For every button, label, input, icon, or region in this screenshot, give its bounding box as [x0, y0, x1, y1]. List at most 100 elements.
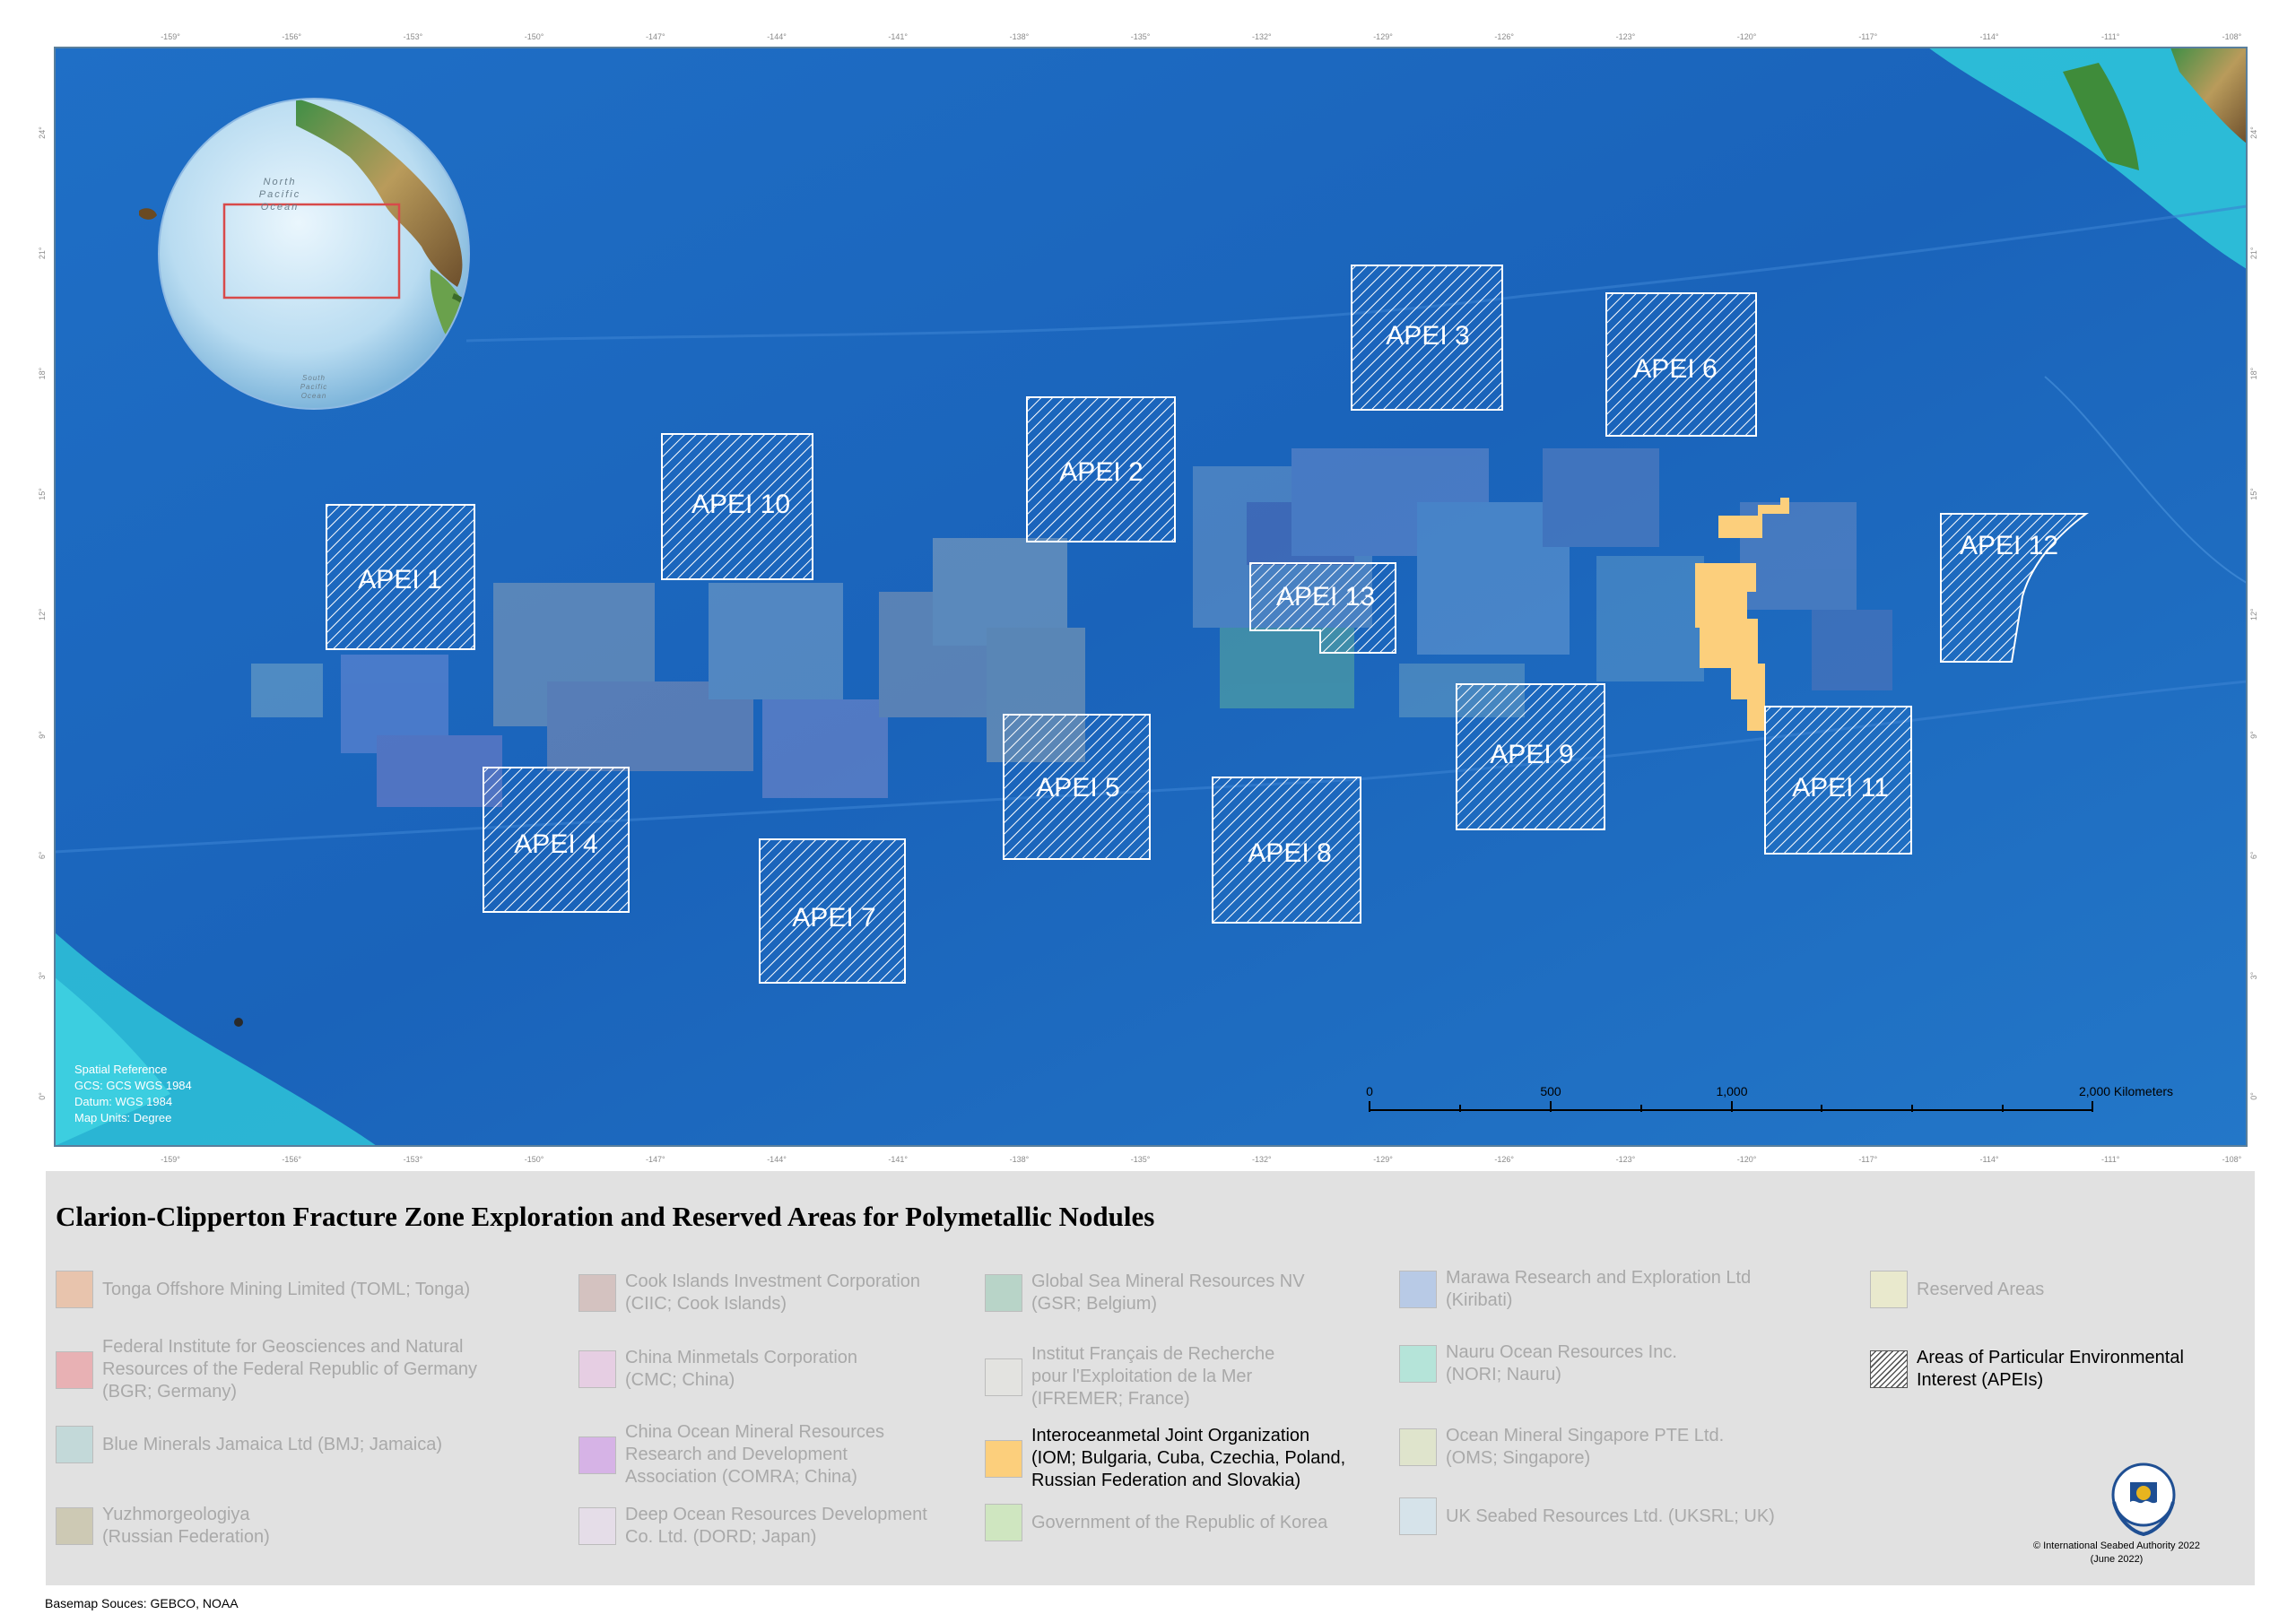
apei-12-area[interactable]	[1940, 513, 2089, 663]
legend-swatch	[985, 1274, 1022, 1312]
apei-2-area[interactable]	[1026, 396, 1176, 542]
longitude-label: -159°	[161, 1155, 180, 1164]
legend-label: Nauru Ocean Resources Inc. (NORI; Nauru)	[1446, 1342, 1677, 1384]
apei-13-area[interactable]	[1249, 562, 1396, 654]
apei-label: APEI 8	[1248, 838, 1331, 868]
apei-13[interactable]: APEI 13	[1249, 562, 1396, 654]
legend-item: Nauru Ocean Resources Inc. (NORI; Nauru)	[1399, 1341, 1677, 1386]
latitude-label: 18°	[38, 367, 47, 379]
legend-item: China Ocean Mineral Resources Research a…	[578, 1421, 884, 1488]
apei-2[interactable]: APEI 2	[1026, 396, 1176, 542]
longitude-label: -144°	[767, 32, 787, 41]
apei-9[interactable]: APEI 9	[1456, 683, 1605, 830]
legend-item: UK Seabed Resources Ltd. (UKSRL; UK)	[1399, 1497, 1775, 1535]
latitude-labels-left: 24° 21° 18° 15° 12° 9° 6° 3° 0°	[38, 126, 47, 1100]
legend-swatch	[985, 1358, 1022, 1396]
latitude-label: 24°	[2249, 126, 2258, 139]
apei-6-area[interactable]	[1605, 292, 1757, 437]
apei-7-area[interactable]	[759, 838, 906, 984]
legend-label: Institut Français de Recherche pour l'Ex…	[1031, 1344, 1275, 1409]
apei-3[interactable]: APEI 3	[1351, 265, 1503, 411]
seal-laurel	[2112, 1501, 2175, 1537]
latitude-label: 0°	[38, 1092, 47, 1100]
latitude-label: 12°	[2249, 608, 2258, 621]
apei-1-area[interactable]	[326, 504, 475, 650]
north-america-landmass	[296, 100, 463, 287]
legend-label: Areas of Particular Environmental Intere…	[1917, 1348, 2184, 1390]
apei-5-area[interactable]	[1003, 714, 1151, 860]
globe-label-south-2: Pacific	[300, 383, 328, 391]
longitude-label: -117°	[1858, 1155, 1877, 1164]
seal-sun	[2136, 1486, 2151, 1500]
globe-label-north-1: North	[264, 177, 297, 187]
apei-9-area[interactable]	[1456, 683, 1605, 830]
latitude-label: 9°	[2249, 731, 2258, 739]
apei-11[interactable]: APEI 11	[1764, 706, 1912, 855]
latitude-label: 3°	[2249, 971, 2258, 979]
spatial-reference-line: Map Units: Degree	[74, 1111, 171, 1124]
apei-label: APEI 11	[1792, 773, 1889, 803]
apei-7[interactable]: APEI 7	[759, 838, 906, 984]
longitude-label: -129°	[1373, 1155, 1393, 1164]
contract-area-ifremer	[1596, 556, 1704, 681]
longitude-label: -108°	[2222, 1155, 2242, 1164]
scale-bar: 0 500 1,000 2,000 Kilometers	[1366, 1084, 2173, 1112]
apei-4-area[interactable]	[483, 767, 630, 913]
apei-11-area[interactable]	[1764, 706, 1912, 855]
apei-8[interactable]: APEI 8	[1212, 777, 1361, 924]
apei-10-area[interactable]	[661, 433, 813, 580]
legend-item: Marawa Research and Exploration Ltd (Kir…	[1399, 1267, 1751, 1312]
scale-label: 500	[1540, 1084, 1561, 1098]
latitude-label: 0°	[2249, 1092, 2258, 1100]
scale-label: 2,000 Kilometers	[2079, 1084, 2173, 1098]
apei-5[interactable]: APEI 5	[1003, 714, 1151, 860]
apei-label: APEI 12	[1960, 531, 2058, 560]
mexico-mainland	[2170, 48, 2247, 143]
legend-item: Institut Français de Recherche pour l'Ex…	[985, 1343, 1274, 1410]
legend-item: Deep Ocean Resources Development Co. Ltd…	[578, 1504, 927, 1549]
longitude-label: -132°	[1252, 1155, 1272, 1164]
longitude-label: -156°	[282, 1155, 301, 1164]
legend-swatch	[1870, 1271, 1908, 1308]
apei-6[interactable]: APEI 6	[1605, 292, 1757, 437]
baja-peninsula	[2063, 63, 2139, 170]
apei-label: APEI 9	[1490, 740, 1573, 769]
legend-item: Yuzhmorgeologiya (Russian Federation)	[56, 1504, 270, 1549]
apei-label: APEI 13	[1276, 582, 1375, 612]
apei-8-area[interactable]	[1212, 777, 1361, 924]
apei-3-area[interactable]	[1351, 265, 1503, 411]
legend-swatch	[578, 1436, 616, 1474]
globe-label-south-3: Ocean	[301, 392, 327, 400]
longitude-label: -144°	[767, 1155, 787, 1164]
apei-label: APEI 5	[1036, 773, 1119, 803]
apei-label: APEI 10	[691, 490, 790, 519]
latitude-label: 24°	[38, 126, 47, 139]
legend-label: Interoceanmetal Joint Organization (IOM;…	[1031, 1426, 1346, 1490]
latitude-label: 15°	[2249, 488, 2258, 500]
legend-swatch	[56, 1271, 93, 1308]
longitude-label: -150°	[525, 32, 544, 41]
latitude-label: 6°	[2249, 851, 2258, 859]
hawaii-islands	[139, 208, 157, 220]
mexico-landmass	[451, 293, 468, 333]
apei-1[interactable]: APEI 1	[326, 504, 475, 650]
longitude-label: -117°	[1858, 32, 1877, 41]
legend-swatch	[1399, 1345, 1437, 1383]
shallow-area-southwest-inner	[55, 977, 170, 1146]
apei-12[interactable]: APEI 12	[1940, 513, 2089, 663]
apei-10[interactable]: APEI 10	[661, 433, 813, 580]
legend-label: Tonga Offshore Mining Limited (TOML; Ton…	[102, 1279, 471, 1299]
legend-label: Government of the Republic of Korea	[1031, 1512, 1328, 1532]
legend-item: Federal Institute for Geosciences and Na…	[56, 1336, 477, 1403]
spatial-reference-line: GCS: GCS WGS 1984	[74, 1079, 192, 1092]
legend-label: Blue Minerals Jamaica Ltd (BMJ; Jamaica)	[102, 1434, 443, 1454]
longitude-labels-bottom: -159° -156° -153° -150° -147° -144° -141° -138°…	[161, 1155, 2241, 1164]
apei-label: APEI 4	[514, 829, 597, 859]
legend-label: Reserved Areas	[1917, 1279, 2045, 1299]
legend-item: Ocean Mineral Singapore PTE Ltd. (OMS; S…	[1399, 1425, 1724, 1470]
longitude-label: -159°	[161, 32, 180, 41]
apei-4[interactable]: APEI 4	[483, 767, 630, 913]
copyright-credit: © International Seabed Authority 2022 (J…	[2032, 1541, 2201, 1565]
legend-swatch	[1399, 1428, 1437, 1466]
